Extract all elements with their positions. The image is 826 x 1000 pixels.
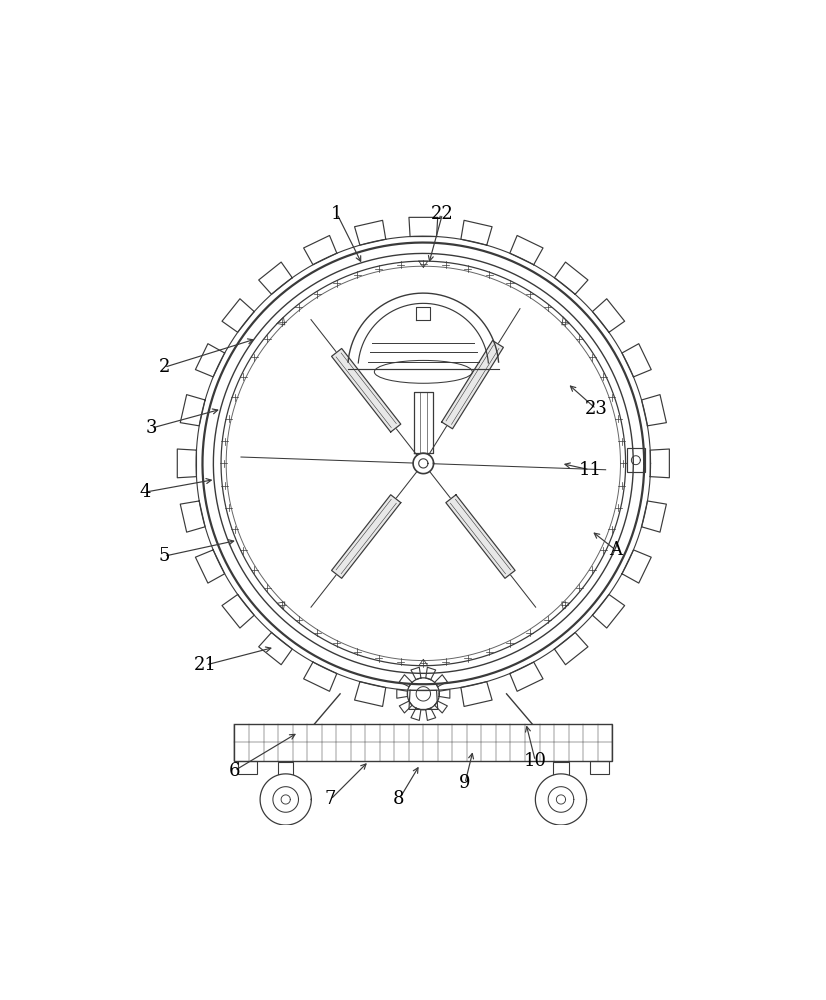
Text: 22: 22 (431, 205, 454, 223)
Text: 5: 5 (159, 547, 170, 565)
Bar (235, 724, 612, 761)
Text: 23: 23 (585, 400, 608, 418)
Text: A: A (609, 541, 622, 559)
Text: 9: 9 (459, 774, 471, 792)
Bar (590, 761, 609, 774)
Bar (238, 761, 257, 774)
Polygon shape (331, 348, 401, 432)
Polygon shape (331, 495, 401, 578)
Bar (627, 448, 645, 472)
Text: 2: 2 (159, 358, 170, 376)
Text: 8: 8 (393, 790, 405, 808)
Text: 3: 3 (145, 419, 157, 437)
Text: 21: 21 (194, 656, 217, 674)
Text: 4: 4 (139, 483, 150, 501)
Text: 7: 7 (325, 790, 336, 808)
Polygon shape (446, 495, 515, 578)
Text: 6: 6 (229, 762, 240, 780)
Text: 11: 11 (578, 461, 601, 479)
Text: 1: 1 (331, 205, 343, 223)
Polygon shape (442, 341, 503, 429)
Text: 10: 10 (524, 752, 547, 770)
